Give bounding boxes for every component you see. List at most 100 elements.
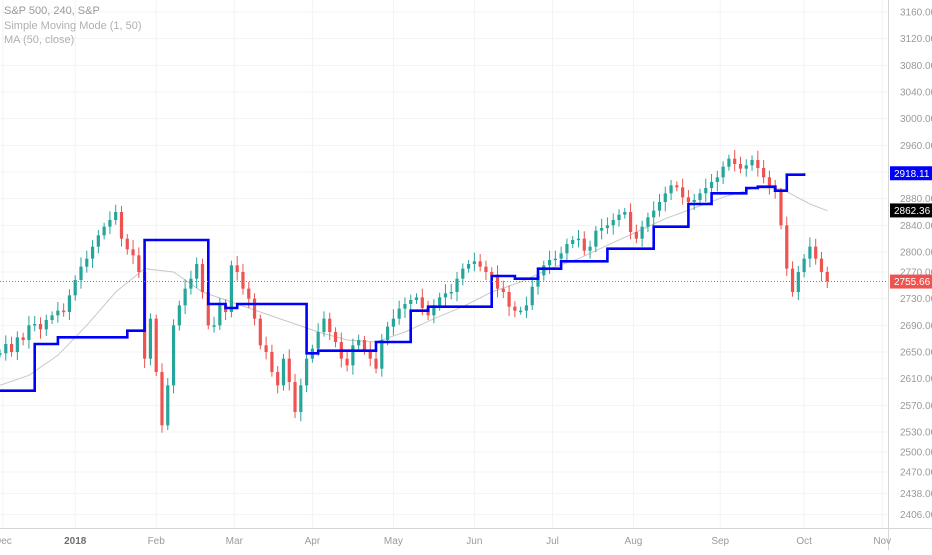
candle-body (524, 305, 529, 311)
candle-body (472, 261, 476, 264)
candle-body (67, 295, 72, 312)
candle-body (657, 202, 662, 211)
candle-body (495, 274, 500, 289)
y-tick-label: 3000.00 (900, 114, 932, 125)
candle-body (652, 210, 656, 218)
y-tick-label: 3120.00 (900, 34, 932, 45)
candle-body (744, 165, 748, 169)
x-tick-label: Dec (0, 536, 12, 547)
candle-body (727, 158, 731, 167)
x-tick-label: Jul (546, 536, 559, 547)
y-tick-label: 2840.00 (900, 221, 932, 232)
candle-body (333, 332, 338, 342)
candle-body (461, 268, 465, 279)
x-tick-label: Feb (148, 536, 166, 547)
candle-body (281, 358, 286, 386)
candle-body (44, 320, 48, 330)
candle-body (125, 238, 129, 250)
candle-body (166, 385, 170, 426)
candle-body (756, 160, 760, 168)
candle-body (709, 182, 714, 188)
candle-body (200, 264, 205, 292)
candle-body (547, 260, 552, 266)
mode-price-label-box (890, 166, 932, 181)
candle-body (681, 187, 685, 198)
y-tick-label: 3160.00 (900, 8, 932, 19)
candle-body (715, 177, 719, 182)
candle-body (368, 350, 372, 359)
candle-body (519, 310, 523, 313)
x-tick-label: May (384, 536, 403, 547)
ma-price-label-text: 2862.36 (894, 206, 931, 217)
candle-body (96, 235, 100, 247)
candle-body (594, 230, 598, 247)
candle-body (114, 212, 118, 220)
candle-body (669, 185, 673, 194)
candle-body (559, 253, 563, 259)
symbol-title: S&P 500, 240, S&P (4, 5, 100, 17)
candle-body (293, 382, 297, 412)
candle-body (0, 353, 2, 355)
x-tick-label: Jun (466, 536, 482, 547)
candle-body (258, 318, 262, 346)
candle-body (50, 315, 54, 320)
y-tick-label: 3080.00 (900, 61, 932, 72)
y-tick-label: 2438.00 (900, 489, 932, 500)
candle-body (108, 220, 112, 227)
x-tick-label: 2018 (64, 536, 87, 547)
candle-body (270, 352, 274, 372)
candle-body (576, 238, 581, 241)
candle-body (536, 275, 540, 287)
candle-body (38, 324, 43, 330)
candle-body (391, 318, 395, 327)
candle-body (264, 345, 268, 352)
candle-body (397, 308, 401, 319)
candle-body (305, 358, 309, 386)
candle-body (409, 300, 413, 304)
candle-body (119, 212, 124, 239)
candle-body (686, 197, 691, 202)
candle-body (553, 258, 557, 261)
candle-body (825, 272, 829, 282)
candle-body (316, 332, 320, 349)
candle-body (466, 264, 471, 269)
candle-body (808, 246, 812, 259)
candle-body (600, 228, 604, 231)
y-tick-label: 2960.00 (900, 141, 932, 152)
candle-body (646, 217, 650, 227)
candle-body (449, 292, 453, 294)
candle-body (183, 288, 187, 306)
candle-body (33, 324, 37, 326)
candle-body (9, 344, 14, 352)
candle-body (27, 325, 31, 340)
candle-body (733, 158, 737, 164)
candle-body (484, 266, 488, 272)
candle-body (490, 272, 494, 275)
candle-body (171, 325, 176, 386)
x-tick-label: Sep (711, 536, 729, 547)
candle-body (131, 249, 135, 256)
candle-body (455, 278, 459, 292)
candle-body (571, 240, 575, 244)
candle-body (565, 244, 569, 254)
candle-body (767, 177, 772, 186)
candle-body (357, 340, 361, 346)
candle-body (582, 238, 586, 251)
candle-body (814, 246, 818, 259)
candle-body (420, 297, 424, 308)
y-tick-label: 2570.00 (900, 401, 932, 412)
candle-body (351, 345, 355, 366)
candle-body (235, 265, 239, 272)
candle-body (542, 265, 546, 276)
candle-body (90, 246, 95, 259)
candle-body (628, 212, 633, 232)
y-tick-label: 2690.00 (900, 321, 932, 332)
y-tick-label: 2880.00 (900, 194, 932, 205)
candle-body (785, 225, 789, 269)
candle-body (218, 305, 222, 326)
candle-body (802, 258, 806, 272)
candle-body (634, 232, 638, 239)
y-tick-label: 2770.00 (900, 268, 932, 279)
